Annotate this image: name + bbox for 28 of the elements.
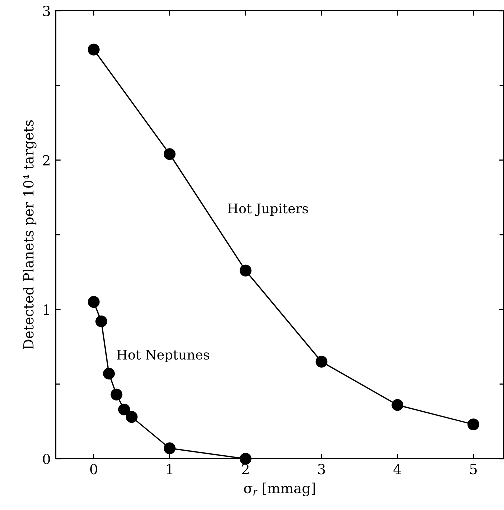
- x-tick-label: 3: [318, 464, 326, 475]
- point: [392, 399, 404, 412]
- x-tick-label: 0: [90, 464, 98, 475]
- y-tick-label: 2: [43, 155, 50, 166]
- point: [126, 411, 138, 424]
- point: [110, 388, 123, 401]
- y-tick-label: 1: [44, 304, 50, 315]
- y-tick-label: 3: [43, 6, 50, 16]
- x-tick-label: 5: [470, 464, 477, 475]
- point: [164, 148, 176, 160]
- point: [96, 316, 108, 328]
- point: [88, 296, 100, 308]
- point: [103, 368, 116, 380]
- x-tick-label: 4: [394, 464, 402, 474]
- point: [316, 356, 328, 368]
- point: [164, 442, 176, 454]
- y-tick-label: 0: [43, 454, 50, 464]
- point: [240, 453, 252, 465]
- point: [468, 418, 480, 431]
- point: [88, 44, 100, 56]
- x-tick-label: 1: [167, 464, 172, 474]
- y-axis-title: Detected Planets per 10⁴ targets: [23, 120, 37, 350]
- point: [240, 264, 252, 277]
- x-tick-label: 2: [242, 464, 249, 474]
- point: [118, 404, 130, 416]
- series-label: Hot Neptunes: [117, 350, 210, 362]
- x-axis-title: σ$_{r}$ [mmag]: [244, 482, 316, 496]
- series-label: Hot Jupiters: [228, 204, 308, 216]
